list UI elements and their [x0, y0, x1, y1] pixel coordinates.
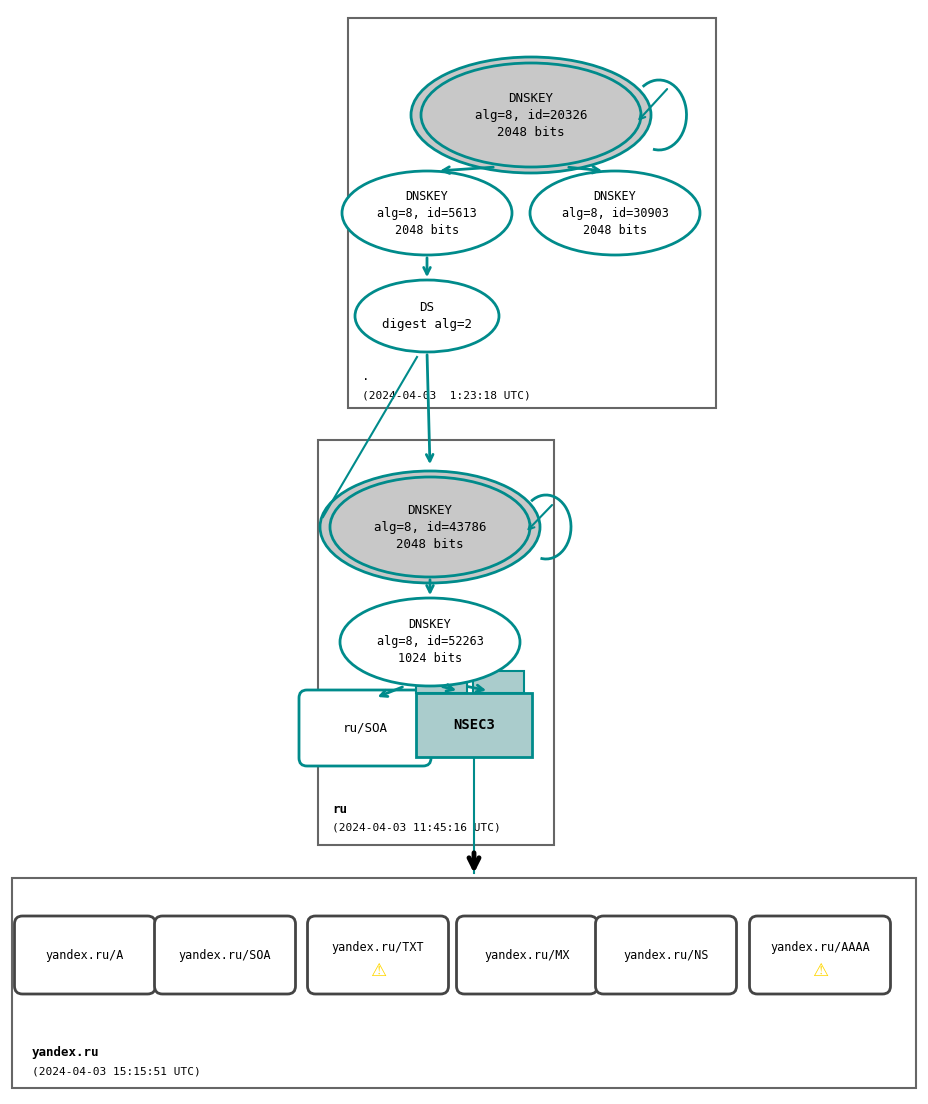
FancyBboxPatch shape: [416, 693, 532, 757]
FancyBboxPatch shape: [416, 670, 467, 693]
FancyBboxPatch shape: [299, 690, 431, 766]
Ellipse shape: [342, 171, 511, 255]
Text: yandex.ru/MX: yandex.ru/MX: [483, 948, 569, 962]
Ellipse shape: [354, 280, 498, 352]
Text: yandex.ru/NS: yandex.ru/NS: [623, 948, 708, 962]
FancyBboxPatch shape: [307, 916, 448, 994]
Text: (2024-04-03  1:23:18 UTC): (2024-04-03 1:23:18 UTC): [362, 390, 530, 400]
Text: yandex.ru: yandex.ru: [32, 1045, 99, 1059]
Text: DNSKEY
alg=8, id=5613
2048 bits: DNSKEY alg=8, id=5613 2048 bits: [377, 190, 476, 236]
Text: ru: ru: [331, 803, 347, 816]
Text: yandex.ru/A: yandex.ru/A: [45, 948, 124, 962]
FancyBboxPatch shape: [154, 916, 295, 994]
Text: DNSKEY
alg=8, id=43786
2048 bits: DNSKEY alg=8, id=43786 2048 bits: [373, 503, 485, 551]
Bar: [12, 878, 915, 1089]
FancyBboxPatch shape: [749, 916, 890, 994]
Text: NSEC3: NSEC3: [453, 718, 495, 732]
FancyBboxPatch shape: [472, 670, 523, 693]
Text: yandex.ru/SOA: yandex.ru/SOA: [178, 948, 271, 962]
Text: ru/SOA: ru/SOA: [342, 722, 387, 734]
Text: DS
digest alg=2: DS digest alg=2: [381, 301, 471, 331]
Text: (2024-04-03 15:15:51 UTC): (2024-04-03 15:15:51 UTC): [32, 1066, 200, 1076]
FancyBboxPatch shape: [456, 916, 597, 994]
Ellipse shape: [319, 471, 539, 583]
Ellipse shape: [420, 63, 640, 167]
Ellipse shape: [410, 57, 651, 173]
Text: yandex.ru/TXT: yandex.ru/TXT: [331, 941, 424, 954]
Text: DNSKEY
alg=8, id=52263
1024 bits: DNSKEY alg=8, id=52263 1024 bits: [376, 618, 483, 666]
Text: ⚠: ⚠: [811, 962, 827, 980]
Text: ⚠: ⚠: [369, 962, 386, 980]
Text: .: .: [362, 370, 369, 383]
Ellipse shape: [329, 477, 530, 577]
Ellipse shape: [340, 598, 520, 686]
Ellipse shape: [530, 171, 699, 255]
FancyBboxPatch shape: [595, 916, 736, 994]
Bar: [317, 440, 553, 845]
FancyBboxPatch shape: [15, 916, 155, 994]
Text: DNSKEY
alg=8, id=30903
2048 bits: DNSKEY alg=8, id=30903 2048 bits: [561, 190, 668, 236]
Text: DNSKEY
alg=8, id=20326
2048 bits: DNSKEY alg=8, id=20326 2048 bits: [474, 92, 586, 138]
Bar: [348, 18, 715, 408]
Text: yandex.ru/AAAA: yandex.ru/AAAA: [769, 941, 869, 954]
Text: (2024-04-03 11:45:16 UTC): (2024-04-03 11:45:16 UTC): [331, 822, 500, 834]
